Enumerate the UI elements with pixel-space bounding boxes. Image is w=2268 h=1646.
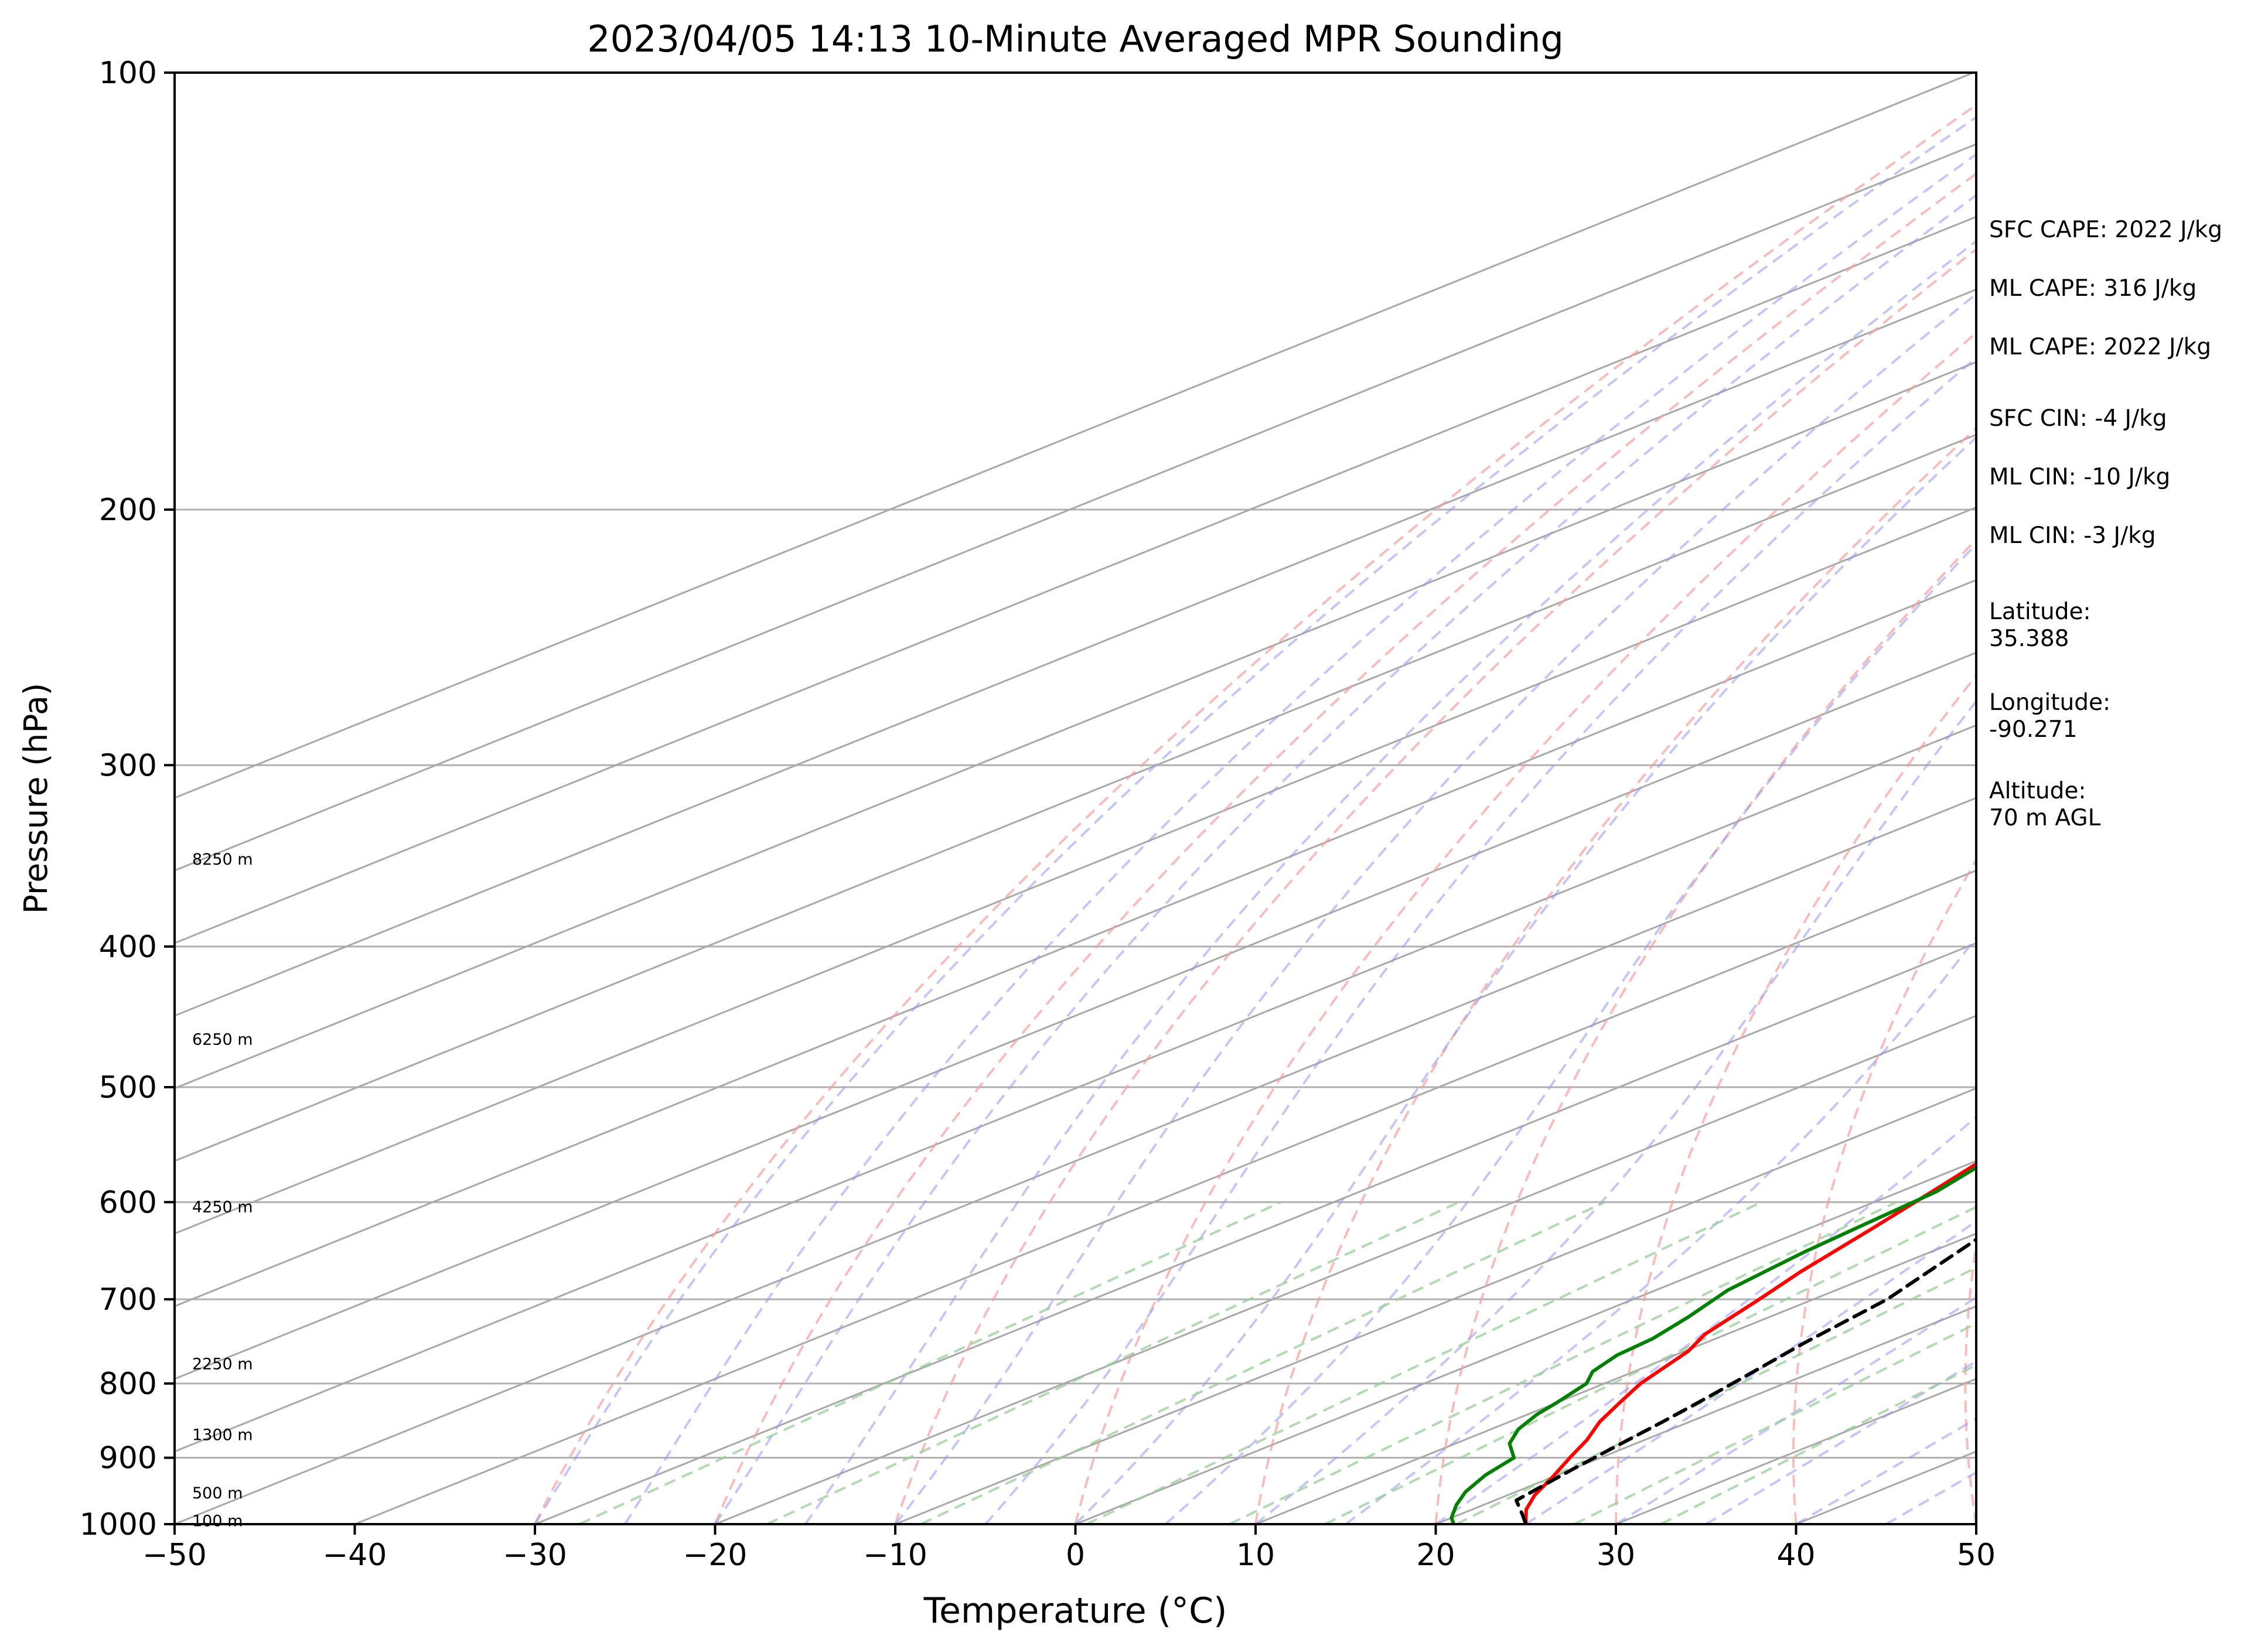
moist-adiabat-line xyxy=(714,193,1976,1524)
height-label: 100 m xyxy=(192,1512,243,1531)
x-tick-label: 40 xyxy=(1776,1538,1815,1573)
moist-adiabat-line xyxy=(1164,542,1976,1524)
isotherm-line xyxy=(175,361,1976,1090)
isotherm-line xyxy=(175,506,1976,1235)
dry-adiabat-line xyxy=(1792,858,1976,1524)
isotherm-line xyxy=(175,73,1974,799)
y-tick-label: 800 xyxy=(99,1367,157,1402)
ml-cin-text-2: ML CIN: -3 J/kg xyxy=(1989,523,2156,549)
mixing-ratio-line xyxy=(766,1201,1459,1524)
y-tick-label: 600 xyxy=(99,1185,157,1220)
x-tick-label: 10 xyxy=(1236,1538,1275,1573)
height-label: 2250 m xyxy=(192,1355,253,1374)
ml-cin-text-1: ML CIN: -10 J/kg xyxy=(1989,464,2171,490)
x-tick-label: 0 xyxy=(1066,1538,1085,1573)
dry-adiabat-line xyxy=(894,247,1976,1524)
dry-adiabat-line xyxy=(714,172,1976,1524)
moist-adiabat-line xyxy=(804,240,1976,1524)
ml-cape-text-1: ML CAPE: 316 J/kg xyxy=(1989,275,2197,302)
dry-adiabat-line xyxy=(534,103,1976,1524)
mixing-ratio-line xyxy=(579,1201,1282,1524)
dry-adiabat-line xyxy=(1615,673,1976,1524)
moist-adiabat-line xyxy=(1345,935,1976,1524)
isotherm-line xyxy=(175,288,1976,1017)
y-tick-label: 100 xyxy=(99,56,157,91)
isotherm-line xyxy=(534,942,1976,1524)
mixing-ratio-line xyxy=(1574,1322,1976,1524)
temperature-profile-line xyxy=(1524,1162,1976,1524)
y-tick-label: 900 xyxy=(99,1441,157,1476)
x-axis-label: Temperature (°C) xyxy=(923,1590,1227,1631)
y-tick-label: 1000 xyxy=(80,1507,157,1542)
x-tick-label: −50 xyxy=(142,1538,207,1573)
isotherm-line xyxy=(354,869,1976,1524)
latitude-text: Latitude: 35.388 xyxy=(1989,599,2091,652)
y-tick-label: 500 xyxy=(99,1070,157,1105)
mixing-ratio-line xyxy=(1086,1201,1762,1524)
isotherm-line xyxy=(175,433,1976,1162)
sfc-cape-text: SFC CAPE: 2022 J/kg xyxy=(1989,217,2223,243)
x-tick-label: −10 xyxy=(863,1538,927,1573)
height-label: 6250 m xyxy=(192,1030,253,1049)
height-label: 4250 m xyxy=(192,1198,253,1216)
x-tick-label: 30 xyxy=(1597,1538,1635,1573)
plot-layer xyxy=(175,73,1976,1524)
mixing-ratio-line xyxy=(1455,1266,1976,1524)
chart-title: 2023/04/05 14:13 10-Minute Averaged MPR … xyxy=(587,18,1564,60)
moist-adiabat-line xyxy=(1435,1115,1976,1524)
dry-adiabat-line xyxy=(1254,426,1976,1524)
moist-adiabat-line xyxy=(534,115,1976,1524)
isotherm-line xyxy=(714,1015,1976,1524)
sfc-cin-text: SFC CIN: -4 J/kg xyxy=(1989,405,2167,432)
isotherm-line xyxy=(175,724,1976,1453)
dewpoint-profile-line xyxy=(1450,1165,1976,1524)
isotherm-line xyxy=(175,216,1976,944)
moist-adiabat-line xyxy=(1254,699,1976,1524)
longitude-text: Longitude: -90.271 xyxy=(1989,689,2111,743)
moist-adiabat-line xyxy=(984,356,1976,1524)
altitude-text: Altitude: 70 m AGL xyxy=(1989,778,2101,831)
isotherm-line xyxy=(175,143,1976,872)
dry-adiabat-line xyxy=(1434,537,1976,1524)
mixing-ratio-line xyxy=(1660,1364,1976,1524)
mixing-ratio-line xyxy=(1229,1201,1897,1524)
mixing-ratio-line xyxy=(1324,1206,1976,1524)
height-label: 1300 m xyxy=(192,1426,253,1444)
y-axis-label: Pressure (hPa) xyxy=(17,683,54,914)
moist-adiabat-line xyxy=(894,292,1976,1524)
moist-adiabat-line xyxy=(1705,1360,1976,1524)
y-tick-label: 700 xyxy=(99,1282,157,1317)
dry-adiabat-line xyxy=(1964,1238,1976,1524)
moist-adiabat-line xyxy=(1075,436,1976,1524)
isotherm-line xyxy=(175,797,1976,1524)
isotherm-line xyxy=(175,651,1976,1380)
mixing-ratio-line xyxy=(920,1201,1605,1524)
ml-cape-text-2: ML CAPE: 2022 J/kg xyxy=(1989,334,2212,360)
isotherm-line xyxy=(1255,1232,1976,1524)
y-tick-label: 400 xyxy=(99,930,157,965)
x-tick-label: 50 xyxy=(1957,1538,1996,1573)
x-tick-label: −20 xyxy=(683,1538,748,1573)
height-label: 500 m xyxy=(192,1484,243,1502)
isotherm-line xyxy=(175,579,1976,1307)
x-tick-label: −30 xyxy=(503,1538,567,1573)
isotherm-line xyxy=(1075,1160,1976,1524)
y-tick-label: 200 xyxy=(99,493,157,528)
parcel-profile-line xyxy=(1515,1237,1976,1524)
height-label: 8250 m xyxy=(192,851,253,869)
y-tick-label: 300 xyxy=(99,748,157,783)
moist-adiabat-line xyxy=(624,153,1976,1524)
isotherm-line xyxy=(895,1087,1976,1524)
x-tick-label: 20 xyxy=(1416,1538,1455,1573)
x-tick-label: −40 xyxy=(323,1538,387,1573)
